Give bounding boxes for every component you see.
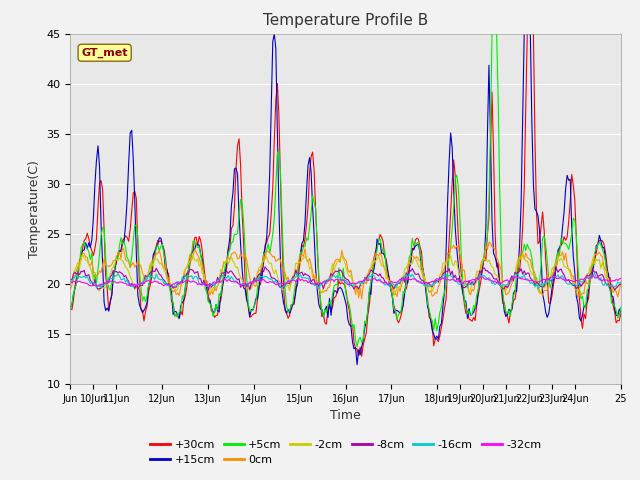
+15cm	[230, 166, 238, 172]
Line: -32cm: -32cm	[70, 276, 621, 286]
-32cm	[96, 283, 104, 289]
+15cm	[589, 265, 597, 271]
-16cm	[134, 281, 141, 287]
+30cm	[617, 311, 625, 317]
+5cm	[307, 210, 315, 216]
-2cm	[136, 286, 143, 291]
+30cm	[230, 204, 238, 210]
0cm	[358, 296, 365, 301]
Line: +15cm: +15cm	[70, 34, 621, 365]
+5cm	[67, 307, 74, 313]
-16cm	[534, 286, 542, 292]
0cm	[249, 278, 257, 284]
+30cm	[307, 154, 315, 159]
-2cm	[250, 275, 258, 280]
+30cm	[134, 243, 141, 249]
+15cm	[249, 308, 257, 313]
Line: -16cm: -16cm	[70, 273, 621, 289]
0cm	[67, 287, 74, 292]
-8cm	[261, 264, 269, 270]
Legend: +30cm, +15cm, +5cm, 0cm, -2cm, -8cm, -16cm, -32cm: +30cm, +15cm, +5cm, 0cm, -2cm, -8cm, -16…	[145, 435, 546, 469]
-32cm	[260, 276, 268, 282]
-32cm	[136, 281, 143, 287]
+30cm	[589, 264, 597, 270]
Text: GT_met: GT_met	[81, 48, 128, 58]
-2cm	[308, 275, 316, 281]
+5cm	[353, 344, 361, 349]
+5cm	[258, 263, 266, 269]
+5cm	[589, 263, 597, 268]
+5cm	[488, 31, 496, 36]
+30cm	[358, 353, 365, 359]
X-axis label: Time: Time	[330, 409, 361, 422]
+30cm	[249, 312, 257, 317]
0cm	[307, 262, 315, 268]
-8cm	[617, 281, 625, 287]
+15cm	[258, 276, 266, 282]
-32cm	[250, 278, 258, 284]
-16cm	[67, 279, 74, 285]
0cm	[617, 282, 625, 288]
Line: +5cm: +5cm	[70, 34, 621, 347]
+5cm	[617, 304, 625, 310]
-8cm	[250, 275, 258, 281]
-2cm	[67, 279, 74, 285]
-2cm	[537, 290, 545, 296]
Y-axis label: Temperature(C): Temperature(C)	[28, 160, 41, 258]
+15cm	[271, 31, 278, 36]
-32cm	[617, 276, 625, 281]
Line: -8cm: -8cm	[70, 267, 621, 290]
-2cm	[79, 252, 86, 257]
+15cm	[308, 204, 316, 210]
-32cm	[308, 281, 316, 287]
-8cm	[260, 269, 268, 275]
-2cm	[232, 264, 240, 270]
-16cm	[307, 281, 315, 287]
+30cm	[258, 269, 266, 275]
0cm	[258, 264, 266, 269]
-8cm	[67, 277, 74, 283]
-16cm	[617, 280, 625, 286]
+15cm	[353, 362, 361, 368]
-8cm	[232, 275, 240, 281]
-8cm	[589, 267, 597, 273]
-32cm	[588, 274, 595, 280]
Line: -2cm: -2cm	[70, 254, 621, 293]
+5cm	[134, 234, 141, 240]
-16cm	[258, 274, 266, 280]
0cm	[485, 240, 493, 245]
-2cm	[260, 258, 268, 264]
-32cm	[589, 273, 597, 278]
Title: Temperature Profile B: Temperature Profile B	[263, 13, 428, 28]
-8cm	[134, 287, 141, 292]
+30cm	[67, 306, 74, 312]
-8cm	[205, 287, 212, 293]
Line: 0cm: 0cm	[70, 242, 621, 299]
-16cm	[588, 276, 595, 281]
-2cm	[617, 279, 625, 285]
-8cm	[310, 277, 318, 283]
-16cm	[591, 270, 598, 276]
+15cm	[134, 293, 141, 299]
0cm	[134, 258, 141, 264]
0cm	[589, 261, 597, 266]
+5cm	[230, 231, 238, 237]
+15cm	[617, 310, 625, 315]
-2cm	[589, 254, 597, 260]
Line: +30cm: +30cm	[70, 34, 621, 356]
+5cm	[249, 307, 257, 313]
-32cm	[232, 279, 240, 285]
-16cm	[249, 280, 257, 286]
0cm	[230, 249, 238, 255]
-16cm	[230, 279, 238, 285]
+15cm	[67, 304, 74, 310]
+30cm	[524, 31, 531, 36]
-32cm	[67, 280, 74, 286]
